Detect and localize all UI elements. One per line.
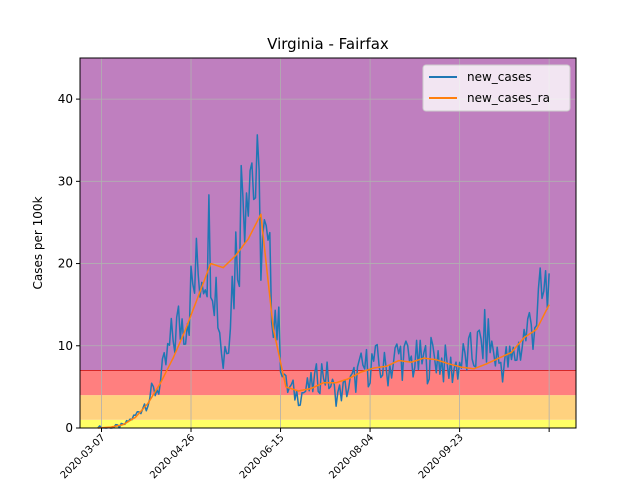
risk-band-0: [80, 419, 576, 428]
y-tick-label: 0: [65, 421, 73, 435]
chart-title: Virginia - Fairfax: [267, 35, 389, 53]
x-tick-label: 2020-08-04: [327, 432, 376, 480]
y-tick-label: 40: [58, 92, 73, 106]
y-tick-label: 30: [58, 174, 73, 188]
legend-label-new_cases: new_cases: [467, 70, 532, 84]
y-tick-label: 10: [58, 339, 73, 353]
x-tick-label: 2020-04-26: [148, 432, 197, 480]
plot-frame: [79, 57, 577, 429]
y-axis-label: Cases per 100k: [31, 196, 45, 289]
series-lines: [97, 134, 550, 429]
legend-label-new_cases_ra: new_cases_ra: [467, 91, 550, 105]
series-line-new_cases: [97, 134, 550, 429]
series-line-new_cases_ra: [97, 213, 550, 429]
x-tick-label: 2020-09-23: [417, 432, 466, 480]
x-tick-label: 2020-03-07: [59, 432, 108, 480]
y-tick-label: 20: [58, 257, 73, 271]
x-tick-label: 2020-06-15: [238, 432, 287, 480]
legend-box: [422, 64, 571, 112]
legend: new_cases new_cases_ra: [422, 64, 571, 112]
risk-band-1: [80, 395, 576, 420]
